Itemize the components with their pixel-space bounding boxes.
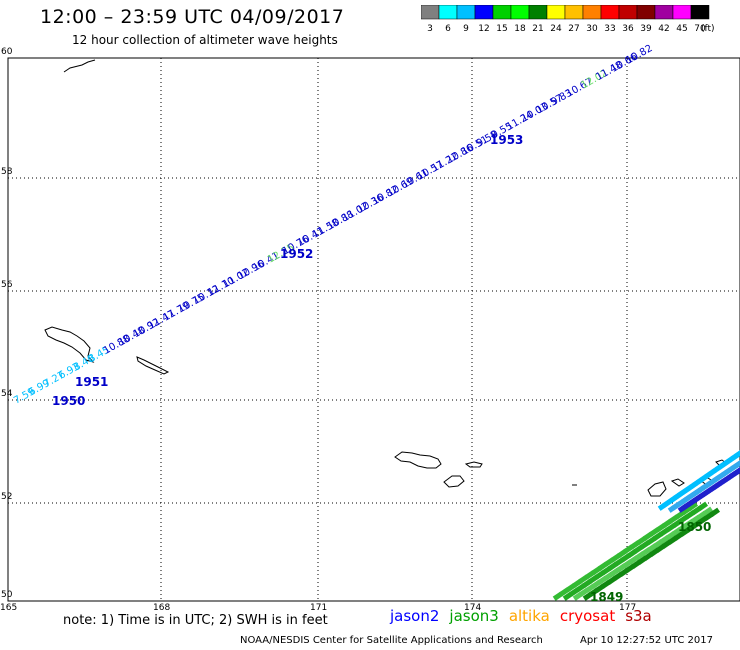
overlapping-track-mark xyxy=(697,501,709,511)
color-legend: 3 6 9 12 15 18 21 24 27 30 33 36 39 42 45 70(ft) xyxy=(421,5,715,34)
latitude-label: 54 xyxy=(1,389,13,399)
pass-time-label: 1951 xyxy=(75,375,108,389)
pass-time-label: 1849 xyxy=(590,590,623,604)
mission-jason2: jason2 xyxy=(390,607,440,625)
longitude-label: 174 xyxy=(464,603,482,613)
overlapping-track-mark xyxy=(709,507,721,517)
longitude-label: 165 xyxy=(0,603,18,613)
legend-label: 6 xyxy=(445,24,451,34)
pass-time-label: 1850 xyxy=(678,520,711,534)
legend-label: 9 xyxy=(463,24,469,34)
map-subtitle: 12 hour collection of altimeter wave hei… xyxy=(72,33,338,47)
legend-label: 45 xyxy=(676,24,687,34)
legend-label: 42 xyxy=(658,24,669,34)
map-frame xyxy=(7,57,740,602)
legend-label: 33 xyxy=(604,24,615,34)
pass-time-label: 1953 xyxy=(490,133,523,147)
longitude-label: 171 xyxy=(310,603,328,613)
footnote: note: 1) Time is in UTC; 2) SWH is in fe… xyxy=(63,613,328,628)
overlapping-track-mark xyxy=(734,465,740,475)
mission-s3a: s3a xyxy=(625,607,652,625)
legend-label: 3 xyxy=(427,24,433,34)
legend-label: 30 xyxy=(586,24,598,34)
legend-label: 27 xyxy=(568,24,579,34)
pass-time-labels: 1950 1951 1952 1953 1850 1849 xyxy=(52,133,711,604)
latitude-label: 60 xyxy=(1,47,13,57)
latitude-label: 56 xyxy=(1,280,13,290)
overlapping-track-mark xyxy=(687,501,699,511)
latitude-label: 52 xyxy=(1,492,13,502)
pass-time-label: 1952 xyxy=(280,247,313,261)
legend-unit: (ft) xyxy=(701,24,715,34)
legend-label: 36 xyxy=(622,24,634,34)
legend-swatch xyxy=(690,5,710,20)
dense-tracks xyxy=(552,446,740,601)
wave-height-label: 10.82 xyxy=(624,43,654,67)
legend-label: 24 xyxy=(550,24,562,34)
map-title: 12:00 – 23:59 UTC 04/09/2017 xyxy=(40,6,345,28)
mission-cryosat: cryosat xyxy=(559,607,616,625)
overlapping-track-mark xyxy=(702,506,714,516)
legend-label: 15 xyxy=(496,24,507,34)
mission-altika: altika xyxy=(508,607,550,625)
legend-label: 39 xyxy=(640,24,652,34)
coastline xyxy=(44,59,727,497)
mission-legend: jason2 jason3 altika cryosat s3a xyxy=(390,607,662,625)
wave-height-labels: 7.596.997.276.938.408.4510.8810.4810.921… xyxy=(12,43,654,407)
generated-timestamp: Apr 10 12:27:52 UTC 2017 xyxy=(580,635,713,646)
legend-label: 21 xyxy=(532,24,543,34)
credit-line: NOAA/NESDIS Center for Satellite Applica… xyxy=(240,635,543,646)
legend-label: 70 xyxy=(694,24,706,34)
overlapping-track-mark xyxy=(733,449,740,459)
legend-label: 18 xyxy=(514,24,526,34)
legend-label: 12 xyxy=(478,24,489,34)
latitude-label: 50 xyxy=(1,590,13,600)
pass-time-label: 1950 xyxy=(52,394,85,408)
longitude-label: 177 xyxy=(619,603,637,613)
longitude-label: 168 xyxy=(153,603,171,613)
mission-jason3: jason3 xyxy=(449,607,499,625)
latitude-label: 58 xyxy=(1,167,13,177)
graticule xyxy=(7,57,740,602)
